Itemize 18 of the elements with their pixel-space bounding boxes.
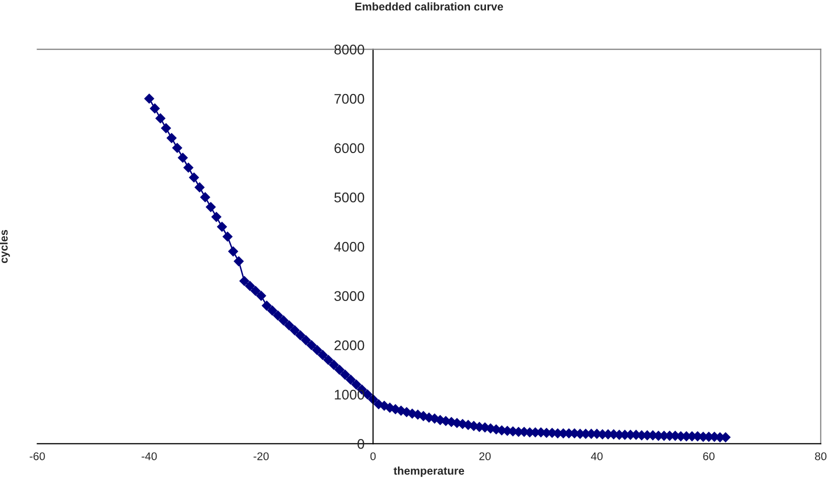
x-axis-title: themperature (394, 466, 464, 477)
x-tick-label: 40 (590, 452, 603, 460)
x-tick-label: 0 (370, 452, 376, 460)
x-tick-label: 60 (703, 452, 715, 460)
y-tick-label: 5000 (334, 192, 364, 202)
y-tick-label: 3000 (334, 291, 364, 301)
y-tick-label: 4000 (334, 242, 364, 252)
chart-title: Embedded calibration curve (355, 2, 504, 11)
x-tick-label: 80 (815, 452, 826, 460)
y-tick-label: 2000 (334, 340, 364, 350)
x-tick-label: -20 (254, 452, 269, 460)
y-tick-label: 1000 (334, 390, 364, 400)
y-tick-label: 6000 (334, 143, 364, 154)
y-axis-title: cycles (0, 230, 10, 264)
x-tick-label: -60 (30, 452, 45, 460)
x-tick-label: 20 (479, 452, 491, 460)
y-tick-label: 7000 (334, 94, 364, 104)
x-tick-label: -40 (142, 452, 157, 460)
